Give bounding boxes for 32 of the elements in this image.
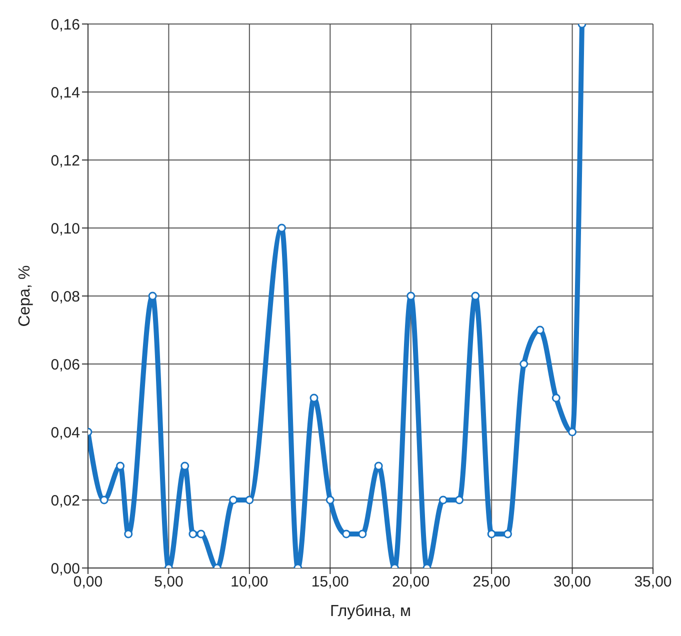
- point: [487, 530, 496, 538]
- y-tick-label: 0,04: [50, 424, 80, 442]
- point: [552, 394, 560, 402]
- x-tick-label: 10,00: [230, 574, 268, 591]
- point: [358, 530, 367, 538]
- point: [188, 530, 198, 538]
- point: [503, 530, 512, 538]
- point: [100, 496, 108, 504]
- point: [229, 496, 238, 504]
- point: [520, 360, 528, 368]
- point: [438, 496, 448, 504]
- x-tick-label: 30,00: [554, 574, 592, 591]
- x-axis-title: Глубина, м: [330, 603, 412, 620]
- y-axis-title: Сера, %: [16, 265, 34, 327]
- x-tick-label: 15,00: [311, 574, 349, 591]
- y-tick-label: 0,12: [50, 152, 80, 170]
- point: [326, 496, 334, 504]
- point: [245, 496, 254, 504]
- y-tick-label: 0,06: [50, 356, 80, 374]
- point: [455, 496, 464, 504]
- y-tick-label: 0,08: [50, 288, 80, 306]
- x-tick-label: 20,00: [392, 574, 430, 591]
- x-tick-label: 25,00: [472, 574, 510, 591]
- y-tick-label: 0,16: [50, 16, 80, 34]
- x-tick-label: 35,00: [634, 574, 672, 591]
- y-tick-label: 0,14: [50, 84, 80, 102]
- y-tick-label: 0,10: [50, 220, 80, 238]
- y-tick-label: 0,02: [50, 492, 80, 510]
- point: [196, 530, 206, 538]
- point: [342, 530, 351, 538]
- x-tick-label: 5,00: [154, 574, 184, 591]
- point: [536, 326, 544, 334]
